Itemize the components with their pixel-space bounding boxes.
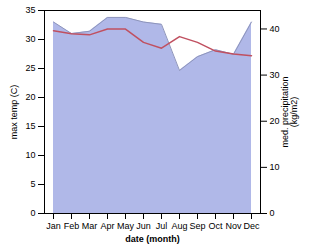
svg-text:Jul: Jul bbox=[156, 221, 168, 231]
svg-text:Sep: Sep bbox=[189, 221, 205, 231]
svg-text:5: 5 bbox=[30, 179, 35, 189]
svg-text:30: 30 bbox=[25, 34, 35, 44]
svg-text:10: 10 bbox=[270, 162, 280, 172]
svg-text:20: 20 bbox=[25, 92, 35, 102]
svg-text:25: 25 bbox=[25, 63, 35, 73]
svg-text:date (month): date (month) bbox=[125, 234, 180, 244]
svg-text:Jun: Jun bbox=[136, 221, 151, 231]
svg-text:10: 10 bbox=[25, 150, 35, 160]
svg-text:40: 40 bbox=[270, 24, 280, 34]
svg-text:med. precipitation(kg/m2): med. precipitation(kg/m2) bbox=[280, 76, 299, 147]
svg-text:Dec: Dec bbox=[243, 221, 260, 231]
svg-text:15: 15 bbox=[25, 121, 35, 131]
svg-text:35: 35 bbox=[25, 5, 35, 15]
svg-text:May: May bbox=[117, 221, 135, 231]
svg-text:Mar: Mar bbox=[82, 221, 98, 231]
svg-text:Apr: Apr bbox=[100, 221, 114, 231]
svg-text:0: 0 bbox=[270, 208, 275, 218]
svg-text:max temp (C): max temp (C) bbox=[9, 85, 19, 140]
svg-text:Oct: Oct bbox=[208, 221, 223, 231]
svg-text:30: 30 bbox=[270, 70, 280, 80]
svg-text:20: 20 bbox=[270, 116, 280, 126]
svg-text:Aug: Aug bbox=[171, 221, 187, 231]
svg-text:Feb: Feb bbox=[64, 221, 80, 231]
svg-text:Jan: Jan bbox=[46, 221, 61, 231]
svg-text:0: 0 bbox=[30, 208, 35, 218]
svg-text:Nov: Nov bbox=[225, 221, 242, 231]
